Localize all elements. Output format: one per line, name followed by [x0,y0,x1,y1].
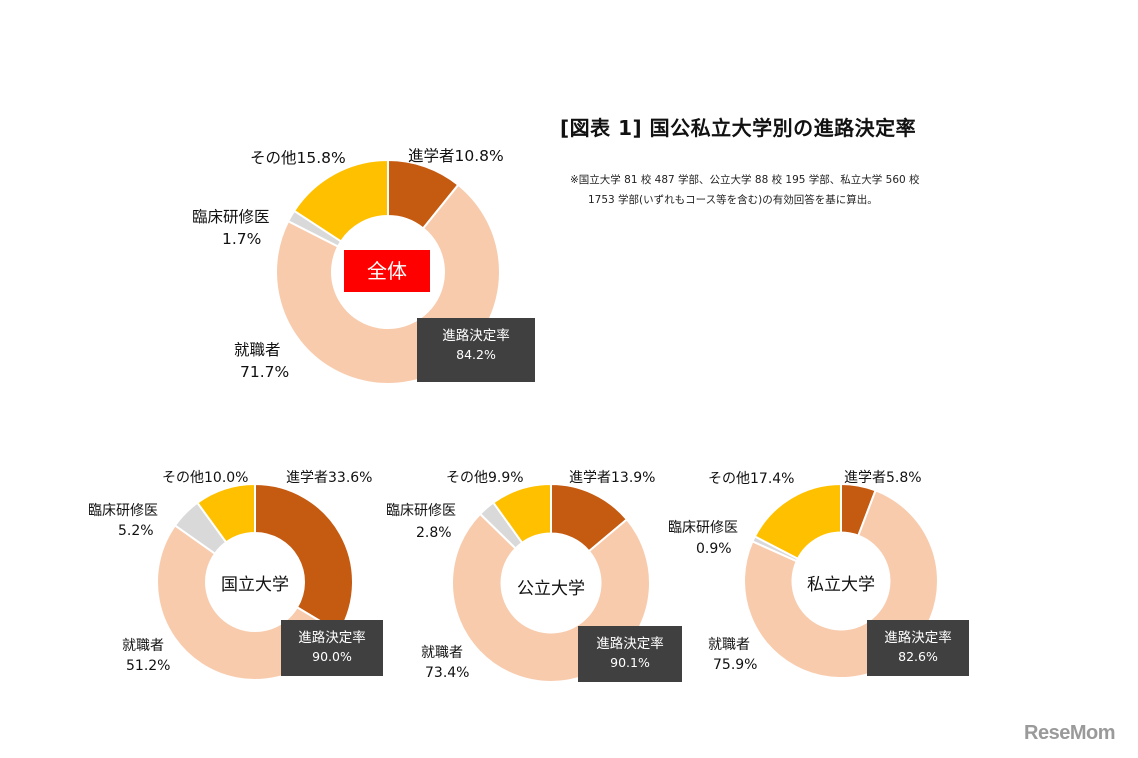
private-center-label: 私立大学 [807,575,875,595]
overall-rate-box: 進路決定率 84.2% [417,318,535,382]
overall-shingaku-label: 進学者10.8% [408,147,504,165]
overall-rate-value: 84.2% [456,347,496,362]
public-shingaku-label: 進学者13.9% [569,470,656,486]
national-sonota-label: その他10.0% [162,470,249,486]
private-shushoku-value: 75.9% [713,657,758,673]
source-note-line-2: 1753 学部(いずれもコース等を含む)の有効回答を基に算出。 [588,194,878,206]
public-rate-box: 進路決定率 90.1% [578,626,682,682]
public-rinsho-name: 臨床研修医 [386,503,456,519]
private-shingaku-label: 進学者5.8% [844,470,922,486]
overall-center-label: 全体 [344,250,430,292]
public-sonota-label: その他9.9% [446,470,524,486]
private-rate-box: 進路決定率 82.6% [867,620,969,676]
donut-slice-sonota [196,482,256,544]
national-rate-box: 進路決定率 90.0% [281,620,383,676]
national-rinsho-name: 臨床研修医 [88,503,158,519]
public-rinsho-value: 2.8% [416,525,452,541]
source-note-line-1: ※国立大学 81 校 487 学部、公立大学 88 校 195 学部、私立大学 … [570,174,920,186]
donut-slice-sonota [753,482,842,561]
private-sonota-label: その他17.4% [708,471,795,487]
overall-shushoku-name: 就職者 [234,341,281,359]
donut-slice-sonota [292,158,389,243]
overall-sonota-label: その他15.8% [250,149,346,167]
national-shushoku-value: 51.2% [126,658,171,674]
national-rinsho-value: 5.2% [118,523,154,539]
public-rate-key: 進路決定率 [596,636,664,652]
source-note: ※国立大学 81 校 487 学部、公立大学 88 校 195 学部、私立大学 … [570,170,990,210]
private-rate-value: 82.6% [898,649,938,664]
national-rate-value: 90.0% [312,649,352,664]
national-center-label: 国立大学 [221,575,289,595]
private-rate-key: 進路決定率 [884,630,952,646]
national-rate-key: 進路決定率 [298,630,366,646]
private-rinsho-name: 臨床研修医 [668,520,738,536]
public-shushoku-value: 73.4% [425,665,470,681]
figure-title: [図表 1] 国公私立大学別の進路決定率 [560,116,917,140]
donut-slice-shingaku [254,482,354,634]
donut-slice-sonota [491,482,552,545]
national-shushoku-name: 就職者 [122,638,164,654]
private-shushoku-name: 就職者 [708,637,750,653]
national-shingaku-label: 進学者33.6% [286,470,373,486]
overall-shushoku-value: 71.7% [240,363,290,381]
private-rinsho-value: 0.9% [696,541,732,557]
overall-rate-key: 進路決定率 [442,328,510,344]
public-rate-value: 90.1% [610,655,650,670]
public-shushoku-name: 就職者 [421,645,463,661]
overall-rinsho-name: 臨床研修医 [192,208,270,226]
resemom-logo: ReseMom [1024,722,1115,744]
overall-rinsho-value: 1.7% [222,230,262,248]
public-center-label: 公立大学 [517,579,585,599]
